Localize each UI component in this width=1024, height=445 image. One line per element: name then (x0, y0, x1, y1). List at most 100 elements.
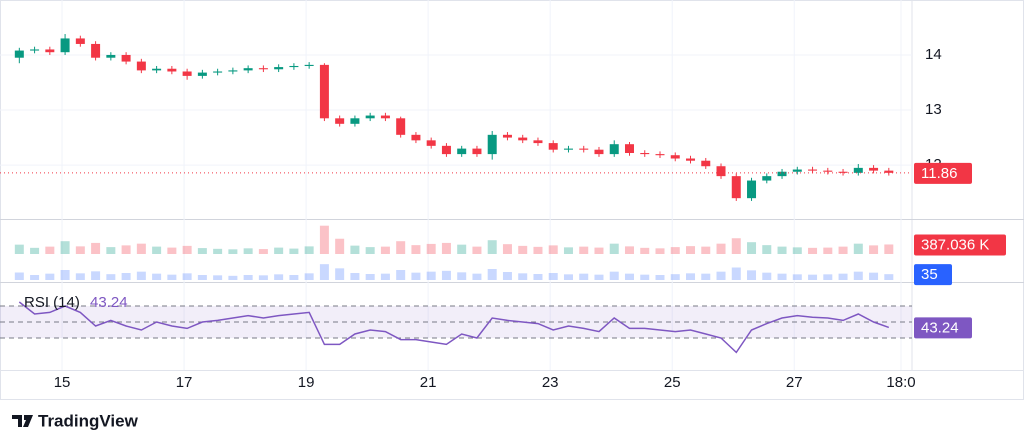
bar (792, 274, 802, 280)
bar (747, 270, 757, 280)
bar (594, 274, 604, 280)
bar (152, 273, 162, 280)
bar (426, 243, 436, 254)
candle-body (319, 64, 329, 119)
candle-body (365, 115, 375, 119)
bar (304, 246, 314, 254)
bar (121, 273, 131, 280)
bar (45, 246, 55, 254)
bar (167, 247, 177, 254)
x-tick-label: 27 (786, 374, 803, 391)
bar (609, 271, 619, 280)
candle-body (121, 54, 131, 62)
bar (762, 272, 772, 280)
candle-body (60, 38, 70, 53)
candle-body (75, 38, 85, 44)
bar (304, 273, 314, 280)
candle-body (624, 144, 634, 154)
bar (747, 242, 757, 254)
candle-body (472, 148, 482, 155)
bar (441, 242, 451, 254)
logo: TradingView (12, 411, 139, 430)
bar (777, 246, 787, 254)
bar (869, 245, 879, 254)
bar (670, 274, 680, 280)
bar (762, 245, 772, 254)
candle-body (228, 70, 238, 72)
candle-body (548, 143, 558, 150)
bar (14, 272, 24, 280)
bar (60, 270, 70, 280)
bar (91, 271, 101, 280)
candle-body (686, 158, 696, 161)
bar (289, 275, 299, 280)
x-tick-label: 19 (298, 374, 315, 391)
bar (441, 270, 451, 280)
candle-body (777, 171, 787, 177)
bar (686, 273, 696, 280)
bar (838, 273, 848, 280)
candle-body (243, 68, 253, 71)
candle-body (289, 65, 299, 68)
candle-body (213, 71, 223, 73)
candle-body (274, 67, 284, 70)
bar (380, 273, 390, 280)
candle-body (594, 149, 604, 155)
bar (152, 246, 162, 254)
price-badge (914, 162, 972, 184)
x-tick-label: 15 (54, 374, 71, 391)
bar (228, 249, 238, 254)
bar (731, 267, 741, 280)
bar (716, 271, 726, 280)
candle-body (823, 170, 833, 172)
bar (30, 275, 40, 280)
candle-body (869, 167, 879, 171)
bar (228, 275, 238, 280)
candle-body (609, 144, 619, 155)
bar (365, 274, 375, 280)
candle-body (14, 50, 24, 58)
price-badge (914, 264, 952, 286)
bar (579, 273, 589, 280)
candle-body (167, 68, 177, 72)
candle-body (91, 43, 101, 58)
bar (457, 244, 467, 254)
candle-body (640, 153, 650, 155)
candle-body (182, 71, 192, 76)
candle-body (563, 148, 573, 150)
bar (258, 249, 268, 254)
bar (884, 244, 894, 254)
price-badge-label: 387.036 K (921, 236, 989, 253)
bar (258, 275, 268, 280)
bar (274, 274, 284, 280)
y-tick-label: 14 (925, 46, 942, 63)
bar (30, 247, 40, 254)
price-badge-label: 11.86 (921, 165, 957, 182)
bar (686, 246, 696, 254)
bar (563, 274, 573, 280)
candle-body (792, 169, 802, 172)
candle-body (502, 134, 512, 138)
bar (75, 246, 85, 254)
candle-body (411, 134, 421, 141)
candle-body (380, 115, 390, 119)
candle-body (457, 148, 467, 155)
candle-body (426, 140, 436, 146)
bar (182, 245, 192, 254)
bar (853, 271, 863, 280)
bar (411, 272, 421, 280)
bar (487, 240, 497, 254)
bar (274, 247, 284, 254)
bar (792, 247, 802, 254)
bar (243, 248, 253, 254)
bar (136, 243, 146, 254)
candle-body (258, 68, 268, 70)
rsi-title: RSI (14) (24, 294, 80, 311)
bar (533, 274, 543, 280)
x-tick-label: 21 (420, 374, 437, 391)
bar (380, 246, 390, 254)
bar (197, 248, 207, 254)
candle-body (838, 171, 848, 173)
